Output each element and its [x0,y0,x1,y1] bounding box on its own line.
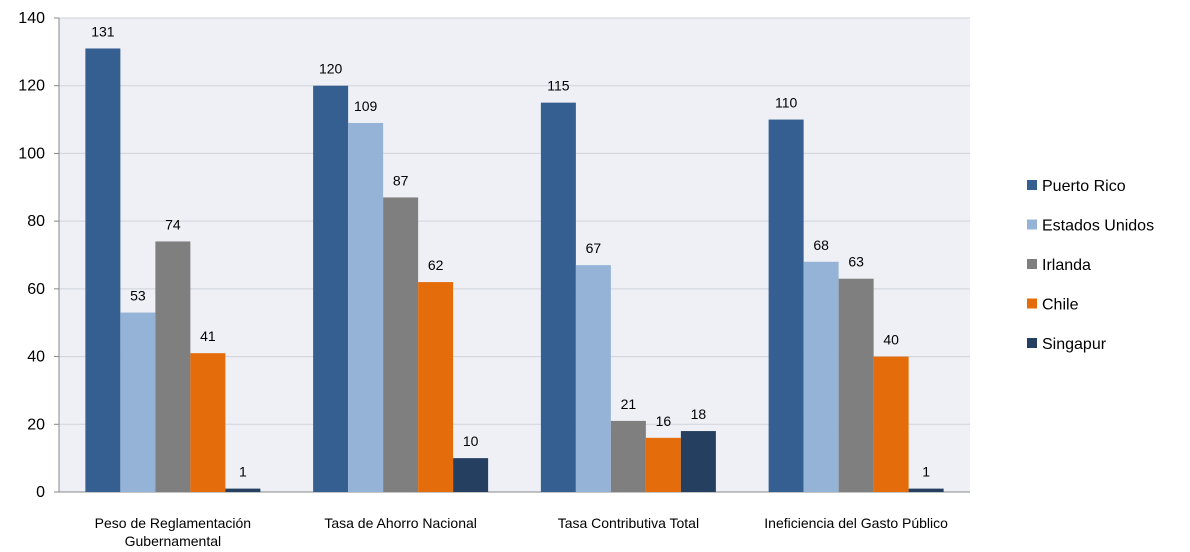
bar [418,282,454,492]
data-label: 67 [586,240,602,256]
x-tick-label: Tasa de Ahorro Nacional [324,515,477,531]
bar [120,312,156,492]
legend-swatch [1027,219,1037,230]
y-tick-label: 60 [27,281,45,298]
data-label: 1 [239,464,247,480]
data-label: 63 [848,254,864,270]
bar [383,197,419,492]
bar [225,488,261,492]
data-label: 62 [428,257,444,273]
data-label: 87 [393,172,409,188]
data-label: 10 [463,433,479,449]
y-tick-label: 100 [18,145,45,162]
bar [873,356,909,492]
bar [610,420,646,492]
data-label: 110 [775,95,798,111]
y-tick-label: 40 [27,349,45,366]
bar [540,102,576,493]
legend-label: Estados Unidos [1042,218,1154,235]
bar [575,265,611,492]
y-tick-label: 20 [27,416,45,433]
data-label: 68 [813,237,829,253]
bar [645,437,681,492]
bar [190,353,226,492]
data-label: 120 [319,61,343,77]
legend-swatch [1027,338,1037,348]
data-label: 53 [130,288,146,304]
x-tick-label: Tasa Contributiva Total [557,515,700,531]
legend-label: Singapur [1042,336,1107,353]
bar [85,48,121,492]
y-tick-label: 80 [27,213,45,230]
data-label: 115 [547,78,570,94]
y-tick-label: 140 [18,10,45,27]
bar [803,261,839,492]
data-label: 18 [691,406,707,422]
legend-label: Irlanda [1042,257,1091,274]
bar [838,278,874,492]
bar [908,488,944,492]
data-label: 41 [200,328,216,344]
x-tick-label: Ineficiencia del Gasto Público [764,515,948,531]
data-label: 40 [883,332,899,348]
bar [348,122,384,492]
bar [680,431,716,492]
bar [768,119,804,493]
legend-swatch [1027,298,1037,309]
bar [313,85,349,492]
bar [453,458,489,492]
data-label: 21 [621,396,637,412]
bar [155,241,191,492]
legend-label: Puerto Rico [1042,178,1126,195]
data-label: 109 [354,98,378,114]
y-tick-label: 0 [36,484,45,501]
data-label: 131 [91,23,115,39]
legend-swatch [1027,180,1037,190]
y-tick-label: 120 [18,78,45,95]
data-label: 74 [165,216,181,232]
x-tick-label: Peso de Reglamentación Gubernamental [94,515,252,549]
data-label: 1 [922,464,930,480]
legend-label: Chile [1042,297,1079,314]
legend-swatch [1027,259,1037,269]
data-label: 16 [656,413,672,429]
